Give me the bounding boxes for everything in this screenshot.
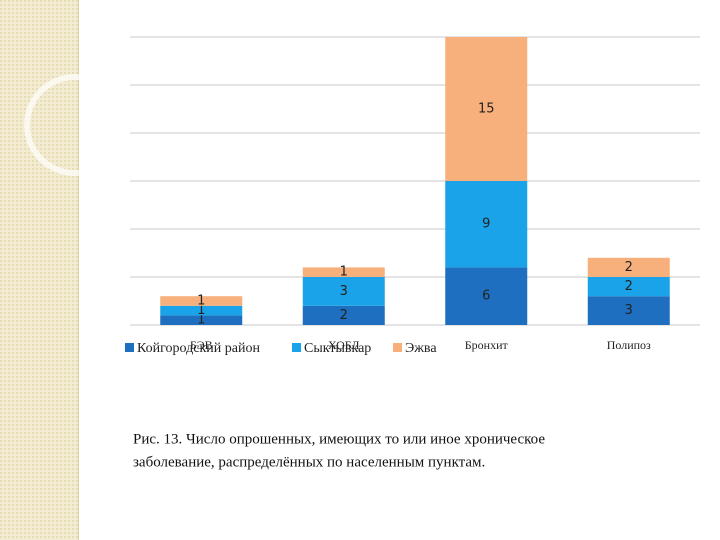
legend-swatch — [393, 343, 402, 352]
bar-segment — [302, 277, 385, 306]
x-tick-label: Полипоз — [607, 338, 651, 352]
legend-label: Сыктывкар — [304, 341, 371, 356]
caption-line: Рис. 13. Число опрошенных, имеющих то ил… — [133, 431, 545, 447]
x-tick-label: ХОБЛ — [328, 338, 359, 352]
value-label: 9 — [482, 217, 490, 232]
x-tick-label: Бронхит — [465, 338, 509, 352]
value-label: 6 — [482, 289, 490, 304]
value-label: 2 — [625, 279, 633, 294]
value-label: 2 — [625, 260, 633, 275]
legend-label: Койгородский район — [137, 341, 260, 356]
value-label: 15 — [478, 102, 495, 117]
value-label: 1 — [340, 265, 348, 280]
value-label: 3 — [625, 303, 633, 318]
value-label: 1 — [197, 294, 205, 309]
side-band — [0, 0, 78, 540]
x-tick-label: БЭВ — [190, 338, 213, 352]
value-label: 3 — [340, 284, 348, 299]
legend-label: Эжва — [405, 341, 437, 356]
legend-swatch — [292, 343, 301, 352]
value-label: 1 — [197, 313, 205, 328]
decor-circle — [24, 74, 126, 176]
bar-segment — [160, 296, 243, 306]
chart: 111БЭВ231ХОБЛ6915Бронхит322ПолипозКойгор… — [125, 36, 700, 356]
value-label: 1 — [197, 303, 205, 318]
bar-segment — [445, 181, 528, 268]
value-label: 2 — [340, 308, 348, 323]
legend-swatch — [125, 343, 134, 352]
bar-segment — [587, 277, 670, 297]
bar-segment — [587, 296, 670, 325]
bar-segment — [445, 37, 528, 181]
bar-segment — [445, 267, 528, 325]
bar-segment — [160, 305, 243, 316]
bar-segment — [302, 267, 385, 277]
bar-segment — [587, 257, 670, 277]
caption-line: заболевание, распределённых по населенны… — [133, 454, 485, 470]
bar-segment — [160, 315, 243, 325]
bar-segment — [302, 305, 385, 325]
